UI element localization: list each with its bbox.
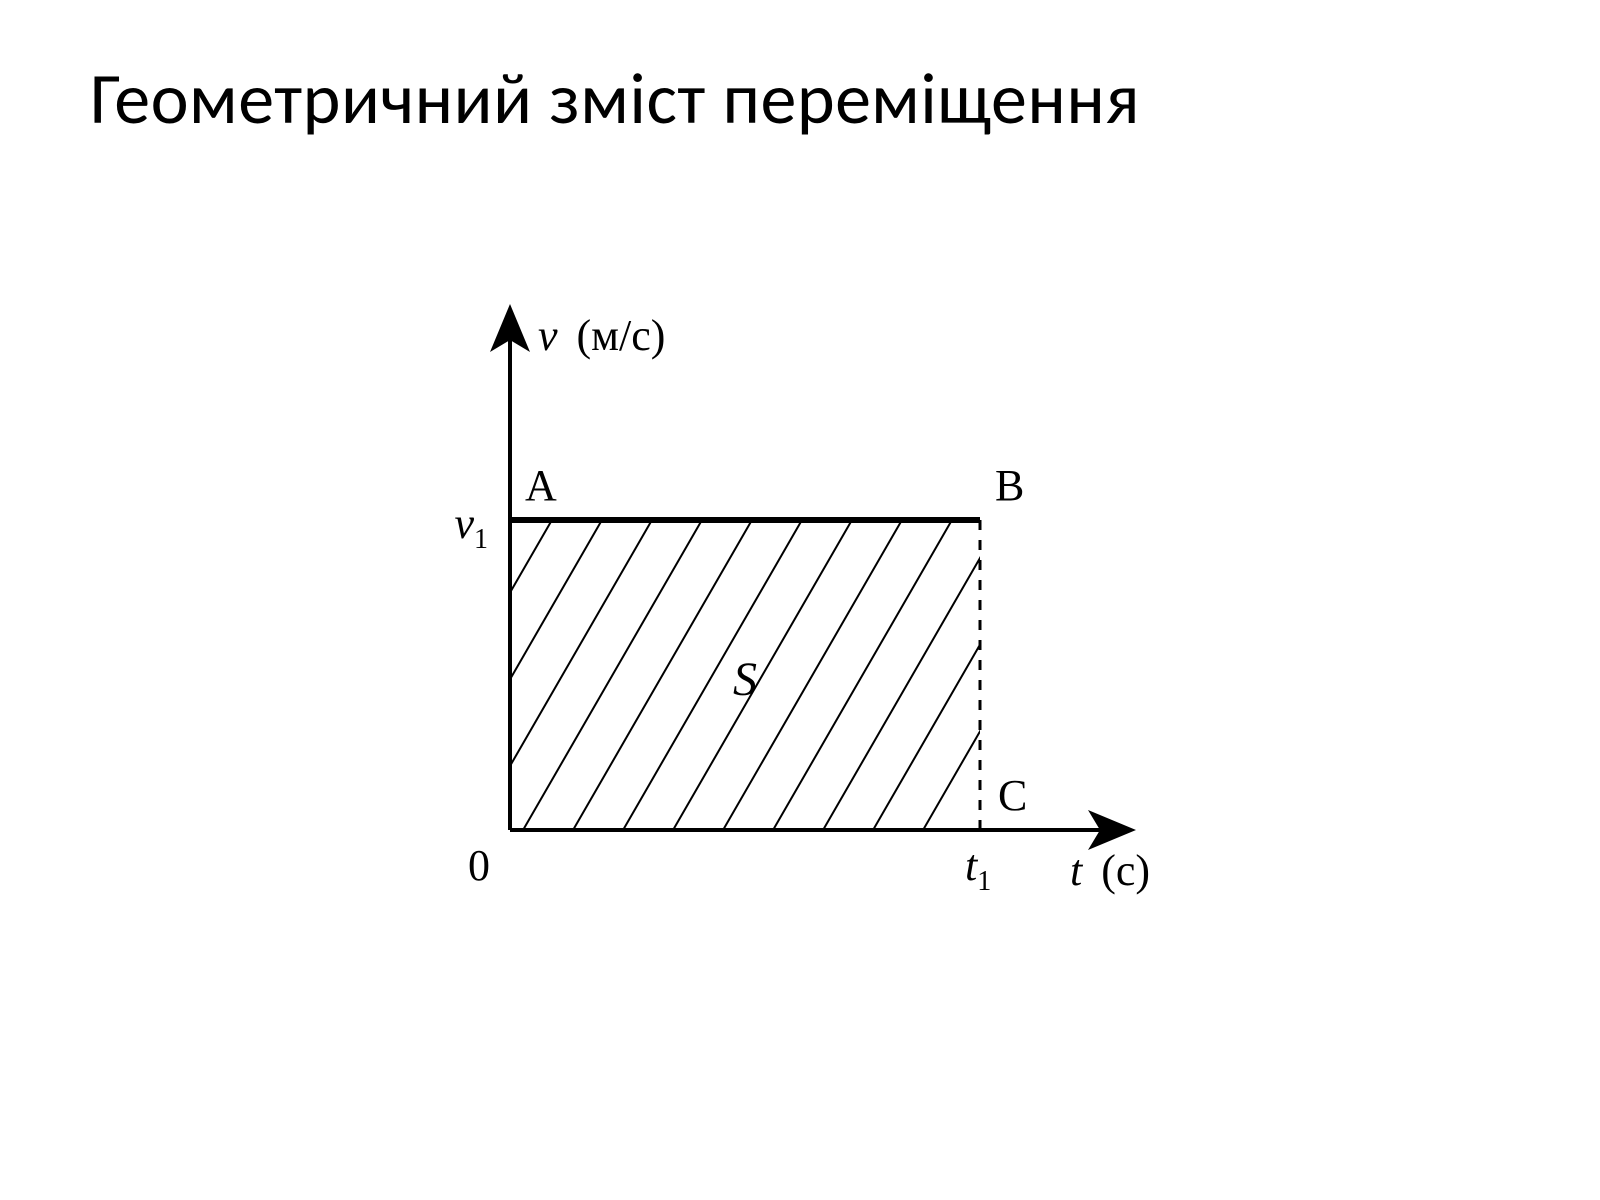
x-axis-units: (с) [1101, 846, 1150, 895]
point-c-label: C [998, 771, 1027, 820]
point-b-label: B [995, 461, 1024, 510]
x-tick-t1: t1 [965, 841, 991, 897]
y-axis-var: v [538, 311, 558, 360]
hatched-area [350, 350, 1200, 870]
chart-svg: v (м/с) v1 A B C S 0 t1 t [390, 270, 1210, 930]
x-tick-sub: 1 [977, 866, 991, 897]
y-axis-label: v (м/с) [538, 311, 665, 360]
area-label: S [733, 653, 757, 706]
page-title: Геометричний зміст переміщення [90, 55, 1140, 143]
y-tick-var: v [454, 499, 474, 548]
y-tick-sub: 1 [474, 524, 488, 555]
y-axis-units: (м/с) [577, 311, 666, 360]
x-axis-label: t (с) [1070, 846, 1150, 895]
origin-label: 0 [468, 841, 490, 890]
velocity-time-chart: v (м/с) v1 A B C S 0 t1 t [390, 270, 1210, 930]
y-tick-v1: v1 [454, 499, 488, 555]
x-axis-var: t [1070, 846, 1084, 895]
slide: Геометричний зміст переміщення [0, 0, 1600, 1200]
point-a-label: A [525, 461, 557, 510]
